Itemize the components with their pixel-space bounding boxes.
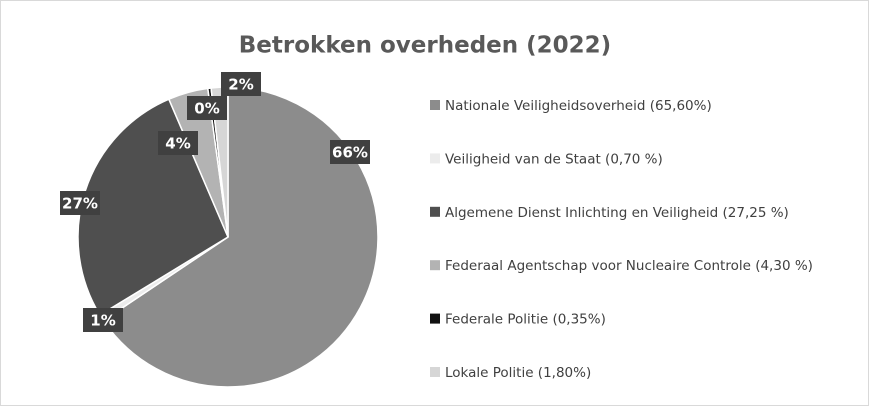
legend-label: Lokale Politie (1,80%): [445, 365, 591, 381]
legend-marker: [430, 367, 440, 377]
data-label: 0%: [194, 100, 219, 118]
data-label-box: [221, 72, 261, 96]
legend-label: Nationale Veiligheidsoverheid (65,60%): [445, 98, 712, 114]
data-label: 66%: [332, 144, 368, 162]
legend-label: Algemene Dienst Inlichting en Veiligheid…: [445, 205, 789, 221]
data-label-box: [60, 191, 100, 215]
data-label-box: [158, 131, 198, 155]
legend-marker: [430, 206, 440, 217]
data-label: 2%: [228, 76, 253, 94]
data-label: 27%: [62, 195, 98, 213]
legend-marker: [430, 153, 440, 164]
data-label-box: [330, 140, 370, 164]
legend-marker: [430, 260, 440, 271]
data-label: 4%: [165, 135, 190, 153]
chart-title: Betrokken overheden (2022): [239, 33, 611, 59]
legend-label: Federaal Agentschap voor Nucleaire Contr…: [445, 258, 813, 274]
data-label-box: [187, 96, 227, 120]
legend-marker: [430, 100, 440, 110]
legend-marker: [430, 313, 440, 324]
data-label-box: [83, 308, 123, 332]
pie-slice: [102, 86, 379, 388]
legend-label: Veiligheid van de Staat (0,70 %): [445, 151, 663, 167]
data-label: 1%: [90, 312, 115, 330]
legend-label: Federale Politie (0,35%): [445, 312, 606, 328]
